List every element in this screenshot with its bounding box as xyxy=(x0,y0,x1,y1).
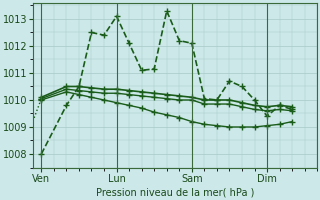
X-axis label: Pression niveau de la mer( hPa ): Pression niveau de la mer( hPa ) xyxy=(96,187,254,197)
